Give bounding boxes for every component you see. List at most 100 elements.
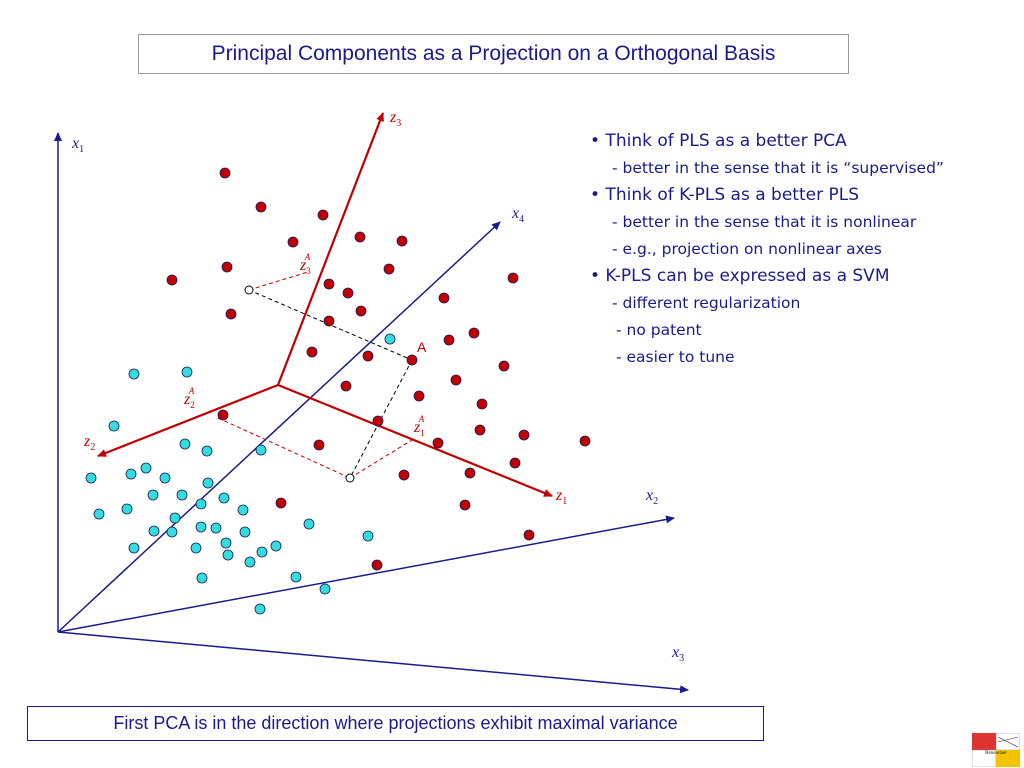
cyan-data-point (256, 546, 268, 558)
cyan-data-point (290, 571, 302, 583)
cyan-data-point (255, 444, 267, 456)
point-a-label: A (417, 339, 427, 355)
red-data-point (275, 497, 287, 509)
z1-projection-label: z1A (413, 414, 425, 438)
cyan-data-point (176, 489, 188, 501)
red-data-point (354, 231, 366, 243)
rensselaer-logo: Rensselaer (972, 733, 1020, 767)
red-data-point (432, 437, 444, 449)
page-title: Principal Components as a Projection on … (138, 34, 849, 74)
red-data-point (355, 305, 367, 317)
red-data-point (476, 398, 488, 410)
cyan-data-point (220, 537, 232, 549)
red-data-point (225, 308, 237, 320)
x4-axis-label: x4 (511, 205, 524, 225)
cyan-data-point (237, 504, 249, 516)
bullet-subitem: - different regularization (612, 294, 801, 312)
x2-axis (57, 515, 675, 633)
red-data-point (166, 274, 178, 286)
bullet-subitem: - e.g., projection on nonlinear axes (612, 240, 882, 258)
cyan-data-point (128, 542, 140, 554)
z3-projection-label: z3A (299, 252, 311, 276)
z2-axis (97, 383, 279, 458)
projection-z3-dash (248, 271, 309, 291)
cyan-data-point (244, 556, 256, 568)
x3-axis-label: x3 (671, 644, 684, 664)
red-data-point (443, 334, 455, 346)
red-data-point (221, 261, 233, 273)
cyan-data-point (195, 521, 207, 533)
bullet-subitem: - no patent (616, 321, 702, 339)
red-data-point (255, 201, 267, 213)
cyan-data-point (319, 583, 331, 595)
red-data-point (450, 374, 462, 386)
z2-axis-label: z2 (83, 433, 95, 453)
projection-foot-marker (244, 285, 254, 295)
cyan-data-point (202, 477, 214, 489)
svg-text:Rensselaer: Rensselaer (985, 751, 1007, 756)
red-data-point (306, 346, 318, 358)
red-data-point (313, 439, 325, 451)
z1-axis (277, 383, 553, 498)
x3-axis (57, 631, 689, 694)
red-data-point (438, 292, 450, 304)
cyan-data-point (196, 572, 208, 584)
cyan-data-point (239, 526, 251, 538)
red-data-point (507, 272, 519, 284)
x1-axis-label: x1 (71, 135, 84, 155)
cyan-data-point (85, 472, 97, 484)
bullet-subitem: - easier to tune (616, 348, 735, 366)
red-data-point (219, 167, 231, 179)
cyan-data-point (190, 542, 202, 554)
red-data-point (342, 287, 354, 299)
cyan-data-point (181, 366, 193, 378)
red-data-point (323, 278, 335, 290)
cyan-data-point (93, 508, 105, 520)
bullet-subitem: - better in the sense that it is “superv… (612, 159, 944, 177)
red-data-point (362, 350, 374, 362)
red-data-point (398, 469, 410, 481)
red-data-point (498, 360, 510, 372)
cyan-data-point (362, 530, 374, 542)
red-data-point (509, 457, 521, 469)
cyan-data-point (210, 522, 222, 534)
red-data-point (340, 380, 352, 392)
z2-projection-label: z2A (183, 386, 195, 410)
red-data-point (464, 467, 476, 479)
cyan-data-point (128, 368, 140, 380)
red-data-point (383, 263, 395, 275)
z3-axis-label: z3 (389, 109, 401, 129)
red-data-point (372, 415, 384, 427)
cyan-data-point (384, 333, 396, 345)
bullet-item: • Think of K-PLS as a better PLS (590, 185, 859, 205)
cyan-data-point (218, 492, 230, 504)
bullet-item: • Think of PLS as a better PCA (590, 131, 847, 151)
red-data-point (413, 390, 425, 402)
red-data-point (287, 236, 299, 248)
bullet-item: • K-PLS can be expressed as a SVM (590, 266, 890, 286)
cyan-data-point (108, 420, 120, 432)
red-data-point (317, 209, 329, 221)
construction-dash (248, 289, 413, 361)
cyan-data-point (222, 549, 234, 561)
red-data-point (579, 435, 591, 447)
data-points (85, 167, 591, 615)
red-data-point (459, 499, 471, 511)
cyan-data-point (169, 512, 181, 524)
red-data-point (523, 529, 535, 541)
projection-z1-dash (349, 439, 413, 479)
cyan-data-point (254, 603, 266, 615)
cyan-data-point (121, 503, 133, 515)
cyan-data-point (270, 540, 282, 552)
z1-axis-label: z1 (555, 487, 567, 507)
cyan-data-point (140, 462, 152, 474)
projection-z2-dash (217, 417, 351, 479)
red-data-point (371, 559, 383, 571)
red-data-point (396, 235, 408, 247)
red-data-point (468, 327, 480, 339)
x2-axis-label: x2 (645, 487, 658, 507)
cyan-data-point (179, 438, 191, 450)
caption: First PCA is in the direction where proj… (27, 706, 764, 741)
z3-axis (276, 112, 385, 386)
